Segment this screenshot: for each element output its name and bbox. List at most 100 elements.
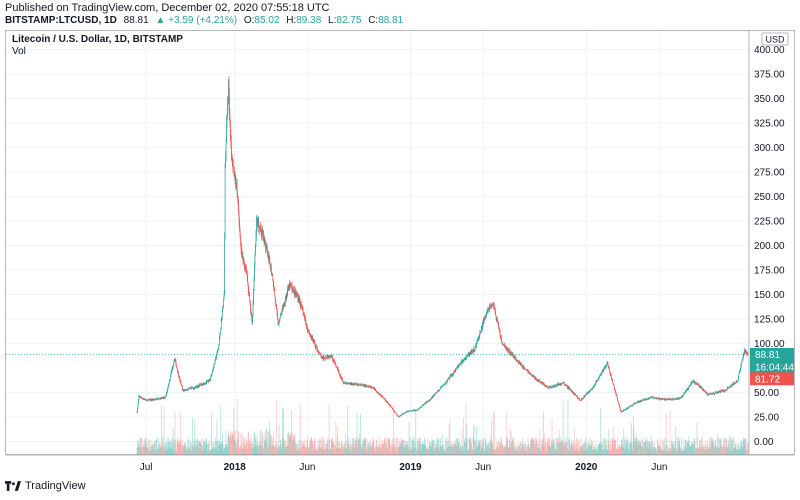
candle-body [293,288,295,291]
volume-bar [333,441,335,455]
volume-bar [711,437,713,455]
candle-body [547,386,549,388]
volume-bar [680,450,682,455]
candle-body [136,412,138,413]
candle-body [699,386,701,388]
volume-bar [353,443,355,455]
volume-bar [276,400,278,455]
candle-body [450,375,452,377]
volume-bar [373,439,375,455]
candle-body [568,386,569,389]
volume-bar [178,440,180,455]
volume-bar [265,437,267,455]
volume-bar [400,443,402,455]
candle-body [455,370,457,371]
volume-bar [684,449,685,455]
volume-bar [475,440,476,455]
volume-bar [364,438,366,455]
candle-body [348,383,350,384]
volume-bar [398,447,400,455]
volume-bar [377,447,379,455]
candle-body [726,389,728,391]
candle-body [461,360,463,362]
volume-bar [541,440,543,455]
candle-body [665,399,667,401]
volume-bar [258,448,260,455]
volume-bar [567,448,568,455]
volume-bar [682,450,683,455]
volume-bar [584,450,586,455]
volume-bar [172,437,174,455]
candle-body [501,341,503,344]
volume-bar [425,439,426,455]
candle-body [314,344,316,347]
candle-body [195,387,197,389]
candle-body [379,394,381,396]
volume-bar [188,437,189,455]
volume-bar [481,447,483,455]
volume-bar [445,441,447,455]
candle-body [630,405,632,407]
candle-body [545,385,547,387]
volume-bar [618,450,619,455]
volume-bars [136,398,749,455]
volume-bar [601,441,603,455]
candle-body [544,384,545,385]
volume-bar [139,446,141,455]
candle-body [194,387,196,389]
volume-bar [704,440,706,455]
volume-bar [679,438,681,455]
candle-body [512,353,513,355]
volume-bar [324,448,326,455]
candle-body [716,392,718,393]
volume-bar [309,440,311,455]
volume-bar [388,439,390,455]
volume-bar [676,450,678,455]
currency-button[interactable]: USD [761,32,789,46]
volume-bar [239,448,241,455]
candle-body [232,166,234,167]
volume-bar [611,438,613,455]
candle-body [342,379,343,382]
candle-body [672,398,674,400]
candle-body [475,345,477,347]
volume-bar [187,440,188,455]
candle-body [535,378,537,380]
candle-body [530,373,531,375]
volume-bar [409,437,411,455]
grid [6,31,749,455]
volume-bar [193,442,195,455]
time-axis[interactable]: Jul 2018 Jun 2019 Jun 2020 Jun [140,462,668,473]
candle-body [215,357,216,360]
candle-body [741,359,743,363]
volume-bar [241,432,243,455]
candle-body [583,396,585,397]
candle-body [432,395,434,397]
x-tick-label: Jun [475,462,491,473]
candle-body [453,371,455,374]
volume-bar [295,443,297,455]
volume-bar [670,448,671,455]
volume-bar [256,437,258,455]
volume-bar [734,443,736,455]
volume-bar [571,441,573,455]
volume-bar [742,439,744,455]
volume-bar [701,446,703,455]
volume-bar [485,439,487,455]
volume-bar [474,439,475,455]
candle-body [455,367,457,371]
candle-body [676,398,678,400]
candle-body [459,362,461,364]
candle-body [401,414,403,416]
volume-bar [171,448,173,455]
candle-body [369,386,371,388]
candle-body [185,389,187,391]
footer-brand[interactable]: TradingView [5,480,86,492]
volume-bar [246,448,248,455]
candle-body [684,392,686,394]
candle-body [231,155,233,158]
volume-bar [486,449,487,455]
volume-bar [249,439,251,455]
price-axis[interactable]: 400.00375.00350.00325.00300.00275.00250.… [754,45,785,448]
